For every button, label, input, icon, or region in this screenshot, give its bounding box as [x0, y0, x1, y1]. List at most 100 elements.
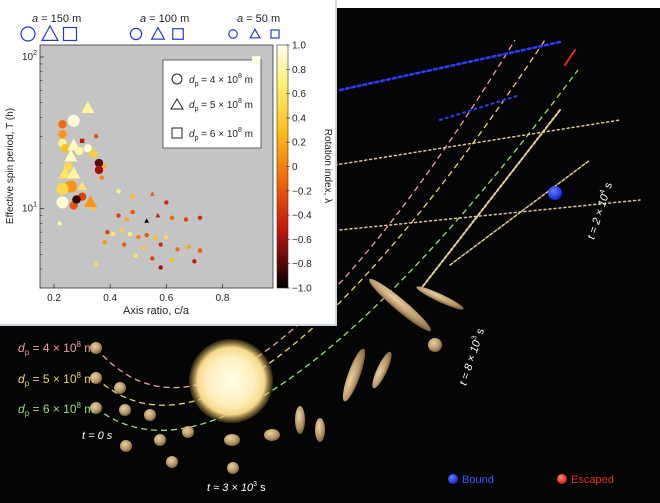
data-point	[67, 114, 80, 127]
data-point	[144, 218, 150, 223]
data-point	[94, 165, 104, 175]
y-tick-label: 102	[22, 50, 37, 63]
data-point	[99, 175, 104, 180]
data-point	[61, 144, 70, 153]
time-label-t3e3: t ≈ 3 × 103 s	[207, 481, 266, 494]
debris-stream-bound-top	[338, 40, 562, 92]
data-point	[57, 221, 62, 226]
data-point	[155, 212, 161, 218]
top-legend-circle-marker	[20, 26, 36, 42]
data-point	[251, 56, 261, 65]
spin-period-scatter-chart: a = 150 m a = 100 m a = 50 m dp = 4 × 108 …	[5, 13, 333, 317]
elongated-body	[369, 278, 431, 332]
body	[114, 382, 126, 394]
body	[315, 418, 325, 442]
debris-stream-upper	[334, 119, 621, 166]
colorbar-tick-label: 0.6	[292, 89, 306, 100]
body	[295, 406, 305, 434]
top-legend-triangle-marker	[150, 26, 166, 40]
shape-legend-circle-marker	[171, 73, 183, 85]
data-point	[122, 242, 127, 247]
data-point	[158, 265, 163, 270]
data-point	[169, 257, 175, 263]
debris-stream-middle	[339, 199, 641, 231]
debris-stream-escaped	[564, 49, 576, 66]
data-point	[169, 215, 175, 221]
escaped-legend-marker	[557, 474, 567, 484]
colorbar-tick-label: 0.8	[292, 65, 306, 76]
data-point	[186, 244, 191, 250]
body	[90, 342, 102, 354]
axes: 0.2 0.4 0.6 0.8 101 102	[22, 50, 230, 304]
x-tick-label: 0.2	[47, 293, 61, 304]
data-point	[158, 242, 163, 247]
data-point	[64, 149, 78, 162]
top-legend-label: a = 150 m	[32, 13, 81, 25]
bodies-orbit-5e8	[90, 372, 305, 446]
debris-stream-diagonal-2	[449, 159, 591, 266]
colorbar-tick-label: 0	[292, 162, 298, 173]
elongated-body	[342, 348, 366, 402]
colorbar-tick-label: −1.0	[292, 284, 312, 295]
data-point	[58, 166, 72, 179]
body	[154, 434, 166, 446]
data-point	[102, 164, 107, 169]
debris-streams	[334, 40, 641, 291]
data-point	[149, 191, 155, 196]
data-point	[133, 253, 138, 258]
debris-stream-diagonal-1	[419, 109, 561, 291]
orbit-path-4e8	[95, 39, 516, 389]
data-point	[56, 196, 69, 209]
data-point	[93, 134, 99, 139]
data-point	[58, 129, 67, 139]
orbit-label-5e8: dp = 5 × 108 m	[18, 371, 94, 388]
data-point	[130, 209, 135, 215]
data-point	[124, 217, 130, 222]
data-point	[67, 166, 81, 179]
body	[224, 434, 240, 446]
colorbar-ticks: 1.0 0.8 0.6 0.4 0.2 0 −0.2 −0.4 −0.6 −0.8 −1.0	[286, 41, 312, 295]
data-point	[192, 259, 197, 264]
x-tick-label: 0.8	[216, 293, 230, 304]
inset-chart-panel: a = 150 m a = 100 m a = 50 m dp = 4 × 108 …	[0, 0, 337, 326]
body	[90, 402, 102, 414]
orbit-labels: dp = 4 × 108 m dp = 5 × 108 m dp = 6 × 1…	[18, 340, 94, 418]
data-point	[56, 182, 69, 195]
shape-legend-square-label: dp = 6 × 108 m	[189, 127, 253, 142]
x-axis-label: Axis ratio, c/a	[123, 305, 190, 317]
data-point	[119, 228, 124, 233]
shape-legend-triangle-marker	[170, 98, 184, 110]
top-legend-label: a = 100 m	[140, 13, 189, 25]
main-legend: Bound Escaped	[448, 474, 614, 486]
body	[90, 372, 102, 384]
data-point	[105, 229, 110, 235]
top-legend-triangle-marker	[40, 24, 60, 41]
data-point	[130, 194, 135, 199]
orbit-label-4e8: dp = 4 × 108 m	[18, 340, 94, 357]
shape-legend-triangle-label: dp = 5 × 108 m	[189, 98, 253, 113]
data-point	[75, 146, 84, 156]
top-legend-square-marker	[62, 26, 78, 42]
top-legend-triangle-marker	[249, 28, 261, 39]
colorbar-tick-label: 0.4	[292, 113, 306, 124]
top-legend-label: a = 50 m	[237, 13, 280, 25]
data-point	[83, 195, 98, 208]
escaped-legend-label: Escaped	[571, 474, 614, 486]
colorbar-tick-label: 0.2	[292, 138, 306, 149]
data-point	[127, 231, 133, 237]
bound-legend-marker	[448, 474, 458, 484]
data-point	[102, 240, 107, 245]
data-point	[144, 232, 149, 238]
body	[144, 409, 156, 421]
time-label-t8e3: t = 8 × 103 s	[456, 326, 487, 387]
data-points	[56, 56, 261, 270]
debris-stream-bound-mid	[439, 94, 521, 121]
colorbar-tick-label: 1.0	[292, 41, 306, 52]
orbit-path-5e8	[95, 39, 546, 406]
data-point	[81, 100, 95, 113]
shape-legend: dp = 4 × 108 m dp = 5 × 108 m dp = 6 × 1…	[162, 59, 262, 149]
colorbar-tick-label: −0.4	[292, 211, 312, 222]
data-point	[89, 149, 98, 159]
data-point	[197, 215, 203, 221]
